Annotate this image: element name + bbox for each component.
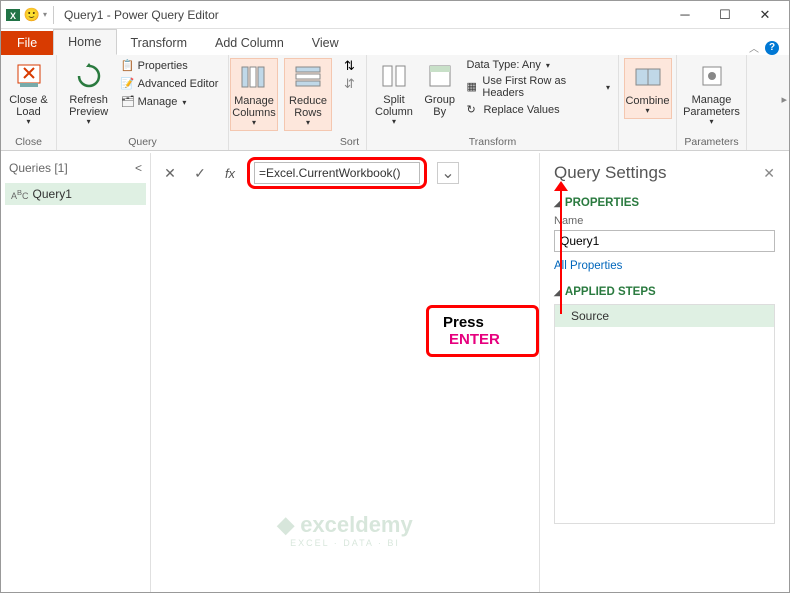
group-label-sort: Sort [340,136,359,148]
manage-parameters-button[interactable]: Manage Parameters ▾ [682,58,742,129]
help-icon[interactable]: ? [765,41,779,55]
accept-formula-button[interactable]: ✓ [187,161,213,185]
annotation-press-enter: Press ENTER [426,305,539,357]
smiley-icon[interactable]: 🙂 [24,7,40,23]
tab-add-column[interactable]: Add Column [201,31,298,55]
editor-area: ✕ ✓ fx ⌄ Press ENTER ◆exceldemy EXCEL · … [151,153,539,592]
svg-text:X: X [10,11,16,21]
title-bar: X 🙂 ▾ Query1 - Power Query Editor ─ ☐ ✕ [1,1,789,29]
group-label-parameters: Parameters [684,136,738,148]
group-by-button[interactable]: Group By [421,58,459,120]
queries-header: Queries [1] [9,161,68,175]
combine-button[interactable]: Combine ▾ [624,58,672,119]
watermark-logo-icon: ◆ [277,512,294,538]
table-header-icon: ▦ [466,80,479,94]
applied-steps-section[interactable]: ◢APPLIED STEPS [554,286,775,298]
all-properties-link[interactable]: All Properties [554,260,775,272]
quick-access-toolbar: X 🙂 ▾ [5,7,47,23]
first-row-headers-button[interactable]: ▦Use First Row as Headers▾ [464,74,612,100]
annotation-arrow-line [560,188,562,314]
query-name-input[interactable] [554,230,775,252]
close-settings-button[interactable]: ✕ [763,165,775,182]
minimize-button[interactable]: ─ [665,3,705,27]
formula-input[interactable] [254,162,420,184]
maximize-button[interactable]: ☐ [705,3,745,27]
ribbon-scroll-icon[interactable]: ▸ [781,93,787,106]
close-load-icon [13,60,45,92]
watermark: ◆exceldemy EXCEL · DATA · BI [277,512,412,548]
split-icon [378,60,410,92]
replace-values-button[interactable]: ↻Replace Values [464,102,612,118]
collapse-queries-icon[interactable]: < [135,161,142,175]
cancel-formula-button[interactable]: ✕ [157,161,183,185]
replace-icon: ↻ [466,103,480,117]
formula-expand-button[interactable]: ⌄ [437,162,459,184]
columns-icon [238,61,270,93]
tab-view[interactable]: View [298,31,353,55]
group-label-transform: Transform [469,136,516,148]
applied-steps-list: Source [554,304,775,524]
data-type-button[interactable]: Data Type: Any▾ [464,58,612,72]
tab-transform[interactable]: Transform [117,31,202,55]
refresh-preview-button[interactable]: Refresh Preview ▾ [65,58,113,129]
abc-type-icon: ABC [11,188,29,201]
ribbon: Close & Load ▾ Close Refresh Preview ▾ 📋… [1,55,789,151]
properties-button[interactable]: 📋Properties [119,58,221,74]
excel-icon: X [5,7,21,23]
split-column-button[interactable]: Split Column ▾ [373,58,415,129]
properties-section[interactable]: ◢PROPERTIES [554,197,775,209]
formula-highlight [247,157,427,189]
combine-icon [632,61,664,93]
queries-pane: Queries [1] < ABC Query1 [1,153,151,592]
tab-file[interactable]: File [1,31,53,55]
rows-icon [292,61,324,93]
formula-bar: ✕ ✓ fx ⌄ [157,159,533,187]
parameters-icon [696,60,728,92]
refresh-icon [73,60,105,92]
properties-icon: 📋 [121,59,135,73]
qat-dropdown-icon[interactable]: ▾ [43,10,47,19]
collapse-ribbon-icon[interactable]: ︿ [749,40,759,55]
sort-asc-icon[interactable]: ⇅ [344,58,355,74]
manage-button[interactable]: 🗂Manage▾ [119,94,221,110]
group-icon [424,60,456,92]
close-button[interactable]: ✕ [745,3,785,27]
fx-icon[interactable]: fx [217,161,243,185]
sort-desc-icon[interactable]: ⇵ [344,76,355,92]
step-item[interactable]: Source [555,305,774,327]
manage-icon: 🗂 [121,95,135,109]
reduce-rows-button[interactable]: Reduce Rows ▾ [284,58,332,131]
editor-icon: 📝 [121,77,135,91]
tab-home[interactable]: Home [53,29,116,55]
settings-title: Query Settings ✕ [554,163,775,183]
manage-columns-button[interactable]: Manage Columns ▾ [230,58,278,131]
query-item[interactable]: ABC Query1 [5,183,146,205]
group-label-query: Query [128,136,157,148]
window-title: Query1 - Power Query Editor [64,8,219,22]
close-load-button[interactable]: Close & Load ▾ [5,58,53,129]
group-label-close: Close [15,136,42,148]
query-settings-pane: Query Settings ✕ ◢PROPERTIES Name All Pr… [539,153,789,592]
ribbon-tabs: File Home Transform Add Column View ︿ ? [1,29,789,55]
advanced-editor-button[interactable]: 📝Advanced Editor [119,76,221,92]
name-label: Name [554,215,775,227]
